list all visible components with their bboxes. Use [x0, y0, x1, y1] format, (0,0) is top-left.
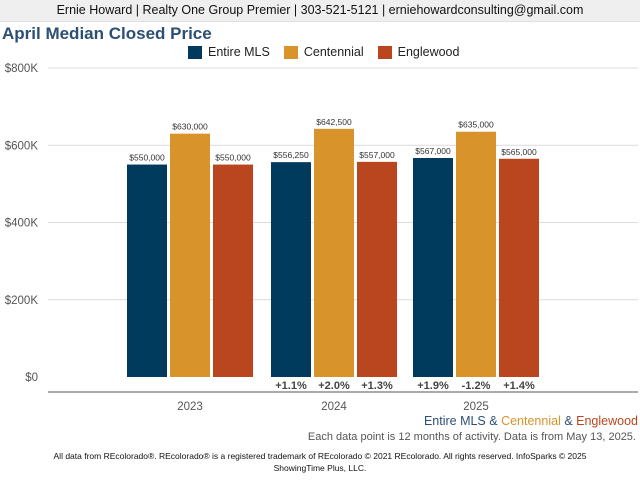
footer-separator: &	[560, 414, 577, 428]
legend-label: Englewood	[397, 45, 460, 59]
chart-title: April Median Closed Price	[2, 24, 212, 43]
footer-separator: &	[485, 414, 502, 428]
legend-item: Entire MLS	[188, 45, 270, 59]
y-tick-label: $0	[25, 372, 38, 384]
x-tick-label: 2025	[463, 401, 489, 413]
legend-item: Englewood	[377, 45, 460, 59]
change-label: +1.9%	[417, 380, 449, 392]
bar	[213, 164, 253, 377]
legend-swatch	[283, 45, 298, 59]
y-tick-label: $200K	[5, 295, 39, 307]
value-label: $550,000	[215, 153, 251, 163]
change-label: -1.2%	[462, 380, 491, 392]
value-label: $642,500	[316, 117, 352, 127]
value-label: $565,000	[501, 147, 537, 157]
legend-item: Centennial	[283, 45, 364, 59]
contact-header: Ernie Howard | Realty One Group Premier …	[0, 0, 640, 22]
bar	[170, 133, 210, 377]
contact-text: Ernie Howard | Realty One Group Premier …	[56, 3, 584, 17]
legend-swatch	[377, 45, 392, 59]
y-tick-label: $800K	[5, 63, 39, 75]
legend-label: Centennial	[303, 45, 364, 59]
bar	[127, 164, 167, 377]
bar	[456, 131, 496, 377]
value-label: $567,000	[415, 146, 451, 156]
change-label: +1.1%	[275, 380, 307, 392]
change-label: +1.4%	[503, 380, 535, 392]
legal-line-2: ShowingTime Plus, LLC.	[273, 463, 367, 473]
legend-label: Entire MLS	[208, 45, 270, 59]
y-tick-label: $400K	[5, 218, 39, 230]
footer-series-entire-mls: Entire MLS	[423, 414, 486, 428]
footer-series-englewood: Englewood	[576, 414, 638, 428]
data-note: Each data point is 12 months of activity…	[307, 431, 636, 443]
chart-legend: Entire MLS Centennial Englewood	[188, 45, 459, 59]
value-label: $550,000	[129, 153, 165, 163]
bar	[357, 161, 397, 377]
y-tick-label: $600K	[5, 140, 39, 152]
footer-series-centennial: Centennial	[501, 414, 561, 428]
legal-line-1: All data from REcolorado®. REcolorado® i…	[53, 451, 587, 461]
legal-notice: All data from REcolorado®. REcolorado® i…	[0, 450, 640, 474]
bar	[499, 158, 539, 377]
value-label: $557,000	[359, 150, 395, 160]
x-tick-label: 2024	[321, 401, 347, 413]
bar	[413, 157, 453, 377]
value-label: $635,000	[458, 120, 494, 130]
footer-series-legend: Entire MLS & Centennial & Englewood	[424, 414, 638, 428]
change-label: +1.3%	[361, 380, 393, 392]
bar	[271, 162, 311, 377]
value-label: $556,250	[273, 150, 309, 160]
change-label: +2.0%	[318, 380, 350, 392]
x-tick-label: 2023	[177, 401, 203, 413]
bar	[314, 128, 354, 377]
legend-swatch	[188, 45, 202, 59]
value-label: $630,000	[172, 122, 208, 132]
